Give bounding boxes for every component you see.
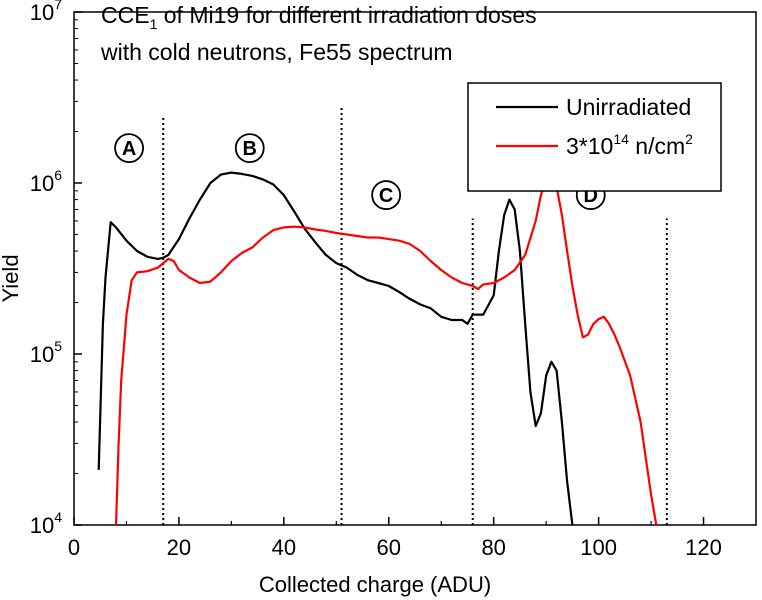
x-tick-label: 80: [481, 535, 505, 560]
y-tick-label: 106: [30, 167, 62, 196]
region-circle: [371, 180, 402, 210]
legend-label-irradiated: 3*1014 n/cm2: [566, 131, 693, 159]
plot-area: [73, 11, 757, 526]
x-tick-label: 100: [580, 535, 617, 560]
x-axis-label: Collected charge (ADU): [259, 572, 491, 597]
y-tick-label: 104: [30, 509, 62, 538]
region-circle: [114, 133, 144, 163]
region-label-c: C: [379, 185, 393, 207]
region-label-a: A: [122, 138, 136, 160]
region-separators: [162, 106, 668, 525]
series-layer: [97, 171, 658, 526]
x-tick-label: 40: [272, 535, 296, 560]
x-tick-label: 20: [167, 535, 191, 560]
y-axis-label: Yield: [0, 254, 23, 302]
x-tick-label: 120: [685, 535, 722, 560]
x-tick-label: 0: [68, 535, 80, 560]
legend-label-unirradiated: Unirradiated: [566, 94, 691, 120]
plot-frame: [73, 11, 757, 526]
x-tick-label: 60: [377, 535, 401, 560]
region-circle: [234, 133, 265, 163]
y-tick-label: 105: [30, 338, 62, 367]
axes: 0 20 40 60 80 100 120 104 105 106 107 Collected cha…: [0, 0, 722, 597]
title-line-1: CCE1 of Mi19 for different irradiation d…: [101, 2, 537, 32]
chart-title: CCE1 of Mi19 for different irradiation d…: [100, 2, 537, 65]
legend-box: [467, 82, 722, 192]
legend: Unirradiated 3*1014 n/cm2: [467, 82, 722, 192]
title-line-2: with cold neutrons, Fe55 spectrum: [100, 39, 453, 65]
series-line-unirradiated: [97, 171, 574, 526]
series-line-irradiated: [114, 174, 658, 526]
y-tick-label: 107: [30, 0, 62, 25]
region-label-b: B: [243, 138, 257, 160]
